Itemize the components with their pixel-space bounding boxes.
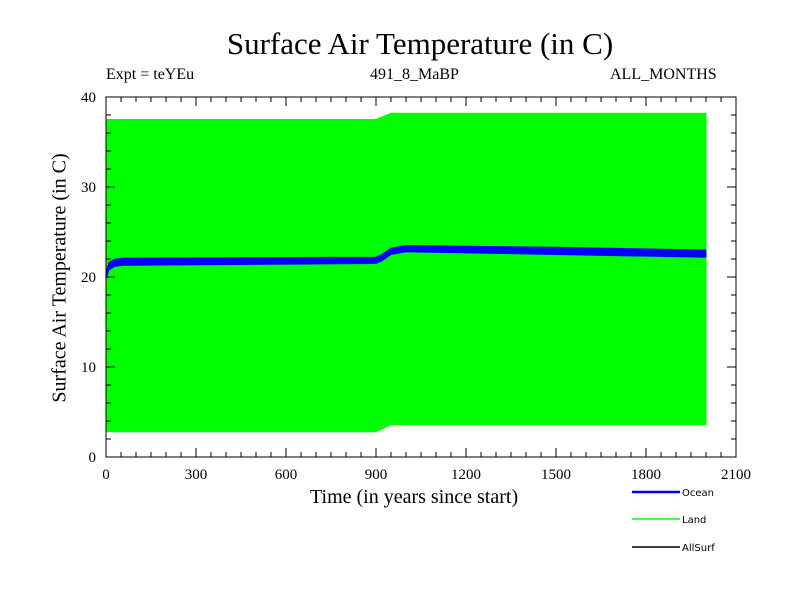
x-tick-label: 1200 [451, 467, 481, 483]
y-tick-label: 40 [81, 90, 96, 106]
series-land-band [105, 112, 707, 433]
months-label: ALL_MONTHS [610, 66, 717, 83]
x-tick-label: 300 [185, 467, 208, 483]
legend-label-allsurf: AllSurf [682, 543, 715, 554]
x-tick-label: 900 [365, 467, 388, 483]
x-tick-label: 1800 [631, 467, 661, 483]
legend-label-ocean: Ocean [682, 488, 714, 499]
y-tick-label: 30 [81, 180, 96, 196]
experiment-label: Expt = teYEu [106, 66, 195, 83]
x-tick-label: 1500 [541, 467, 571, 483]
chart-title: Surface Air Temperature (in C) [226, 26, 614, 61]
y-tick-label: 20 [81, 270, 96, 286]
x-tick-label: 0 [102, 467, 110, 483]
x-axis-label: Time (in years since start) [310, 486, 519, 508]
x-tick-label: 600 [275, 467, 298, 483]
y-tick-label: 10 [81, 360, 96, 376]
series-ocean-band [105, 244, 707, 279]
chart-subtitle: 491_8_MaBP [370, 66, 459, 83]
legend-label-land: Land [682, 515, 706, 526]
y-tick-label: 0 [89, 450, 97, 466]
x-tick-label: 2100 [721, 467, 751, 483]
